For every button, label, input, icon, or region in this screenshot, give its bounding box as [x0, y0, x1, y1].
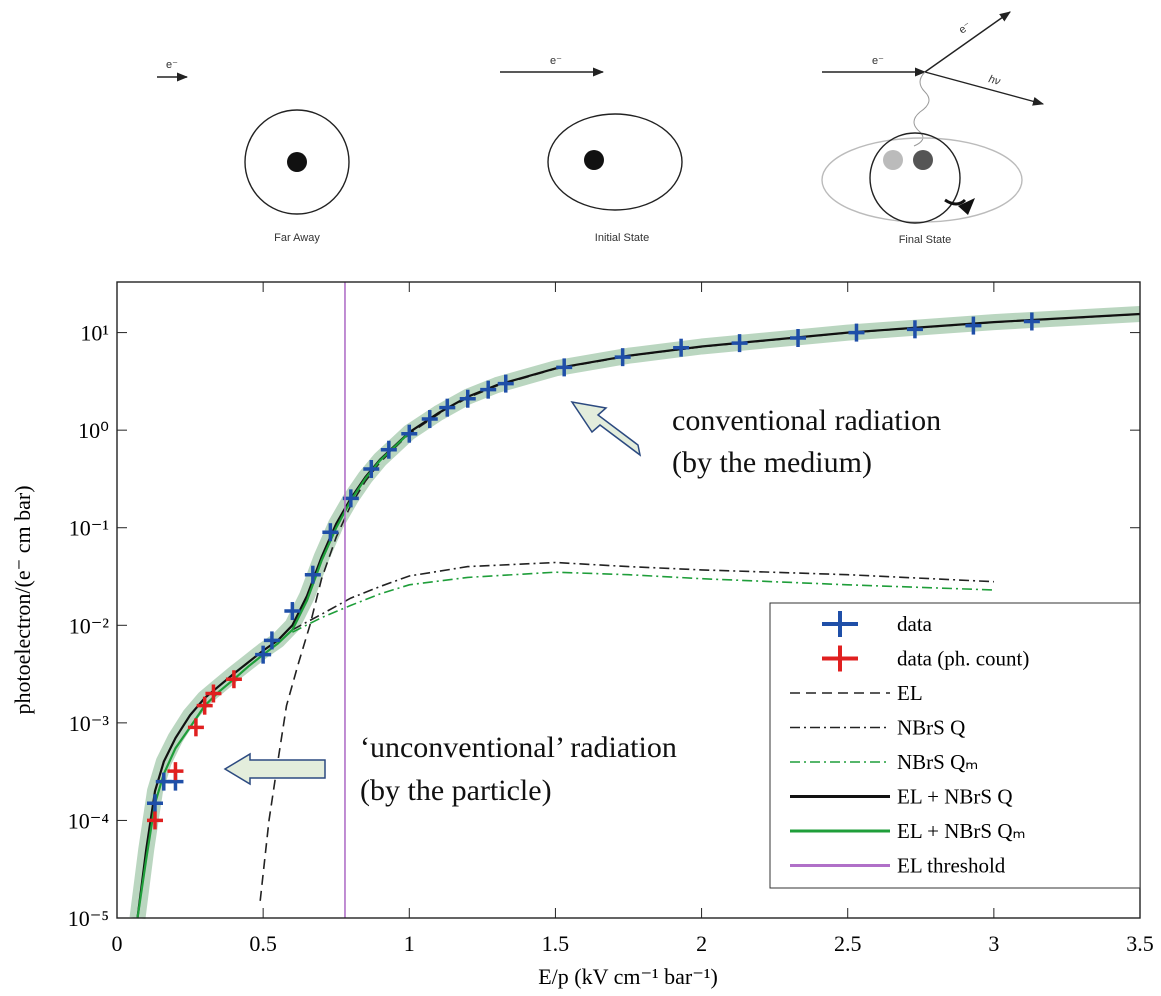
- caption: Final State: [899, 234, 952, 246]
- y-tick-label: 10⁻²: [69, 613, 110, 638]
- label: hν: [987, 73, 1002, 88]
- legend-label: EL: [897, 681, 923, 705]
- x-tick-label: 1: [404, 931, 415, 956]
- diagram-labels: e⁻ e⁻ e⁻ e⁻ hν Far Away Initial State Fi…: [166, 20, 1002, 246]
- data-point: [146, 811, 163, 830]
- annotation: conventional radiation: [672, 404, 941, 437]
- y-axis-label: photoelectron/(e⁻ cm bar): [10, 485, 35, 714]
- y-tick-label: 10⁻³: [69, 711, 110, 736]
- nucleus: [913, 150, 933, 170]
- atom: [244, 109, 350, 215]
- plot-frame: [116, 281, 1141, 919]
- curve: [292, 561, 994, 631]
- legend-label: data (ph. count): [897, 647, 1029, 671]
- curve: [136, 432, 411, 919]
- y-tick-label: 10¹: [80, 321, 109, 346]
- data-point: [196, 696, 213, 715]
- nucleus: [287, 152, 307, 172]
- atom: [869, 132, 961, 224]
- legend-label: data: [897, 612, 933, 636]
- x-tick-label: 3: [988, 931, 999, 956]
- data-point: [284, 602, 301, 621]
- data-point: [255, 645, 272, 664]
- plot: 0 0.5 1 1.5 2 2.5 3 3.5 10⁻⁵ 10⁻⁴ 10⁻³ 10⁻² 10⁻¹ 10⁰ 1…: [68, 282, 1154, 956]
- y-tick-label: 10⁰: [78, 418, 109, 443]
- nucleus: [883, 150, 903, 170]
- data-point: [480, 380, 497, 399]
- arrow: [223, 752, 326, 786]
- y-tick-label: 10⁻¹: [69, 516, 109, 541]
- curve: [136, 312, 1141, 919]
- atom: [547, 113, 683, 211]
- caption: Far Away: [274, 232, 320, 244]
- annotation: ‘unconventional’ radiation: [360, 731, 677, 764]
- x-tick-label: 0: [112, 931, 123, 956]
- y-tick-label: 10⁻⁵: [68, 906, 109, 931]
- data-point: [497, 374, 514, 393]
- data-point: [556, 358, 573, 377]
- legend-label: NBrS Q: [897, 716, 965, 740]
- data-point: [380, 440, 397, 459]
- annotation: (by the medium): [672, 446, 872, 479]
- data-point: [614, 348, 631, 367]
- data-point: [965, 316, 982, 335]
- label: e⁻: [550, 55, 562, 67]
- data-point: [459, 389, 476, 408]
- data-point: [790, 329, 807, 348]
- arrow: [944, 198, 967, 206]
- legend-box: [769, 602, 1141, 889]
- data-point: [848, 323, 865, 342]
- caption: Initial State: [595, 232, 649, 244]
- data-point: [263, 631, 280, 650]
- nucleus: [584, 150, 604, 170]
- legend: data data (ph. count) EL NBrS Q NBrS Qₘ EL + …: [769, 602, 1141, 889]
- x-tick-label: 2.5: [834, 931, 862, 956]
- annotation-arrows: [223, 400, 642, 786]
- x-tick-label: 0.5: [249, 931, 277, 956]
- data-point: [187, 718, 204, 737]
- data-point: [304, 565, 321, 584]
- arrow: [924, 71, 1045, 106]
- data-point: [146, 794, 163, 813]
- interaction: [913, 71, 930, 147]
- data-point: [363, 459, 380, 478]
- x-tick-label: 3.5: [1126, 931, 1154, 956]
- x-tick-label: 2: [696, 931, 707, 956]
- data-point: [731, 334, 748, 353]
- label: e⁻: [166, 59, 178, 71]
- data-point: [439, 398, 456, 417]
- legend-label: EL + NBrS Qₘ: [897, 819, 1026, 843]
- arrow: [570, 400, 642, 457]
- arrow-head: [958, 198, 975, 215]
- arrow: [924, 11, 1011, 73]
- diagram: [157, 11, 1045, 224]
- annotation: (by the particle): [360, 774, 552, 807]
- y-tick-label: 10⁻⁴: [68, 808, 110, 833]
- x-axis-label: E/p (kV cm⁻¹ bar⁻¹): [538, 964, 718, 989]
- data-point: [1023, 312, 1040, 331]
- annotations: conventional radiation (by the medium) ‘…: [360, 404, 941, 807]
- data-point: [205, 684, 222, 703]
- data-point: [421, 410, 438, 429]
- data-point: [167, 762, 184, 781]
- data-point: [673, 338, 690, 357]
- label: e⁻: [872, 55, 884, 67]
- legend-label: NBrS Qₘ: [897, 750, 978, 774]
- legend-label: EL + NBrS Q: [897, 785, 1012, 809]
- data-point: [906, 320, 923, 339]
- curve: [292, 571, 994, 633]
- legend-label: EL threshold: [897, 854, 1006, 878]
- label: e⁻: [957, 20, 974, 37]
- data-point: [225, 670, 242, 689]
- data-point: [322, 523, 339, 542]
- data-point: [401, 424, 418, 443]
- x-tick-label: 1.5: [542, 931, 570, 956]
